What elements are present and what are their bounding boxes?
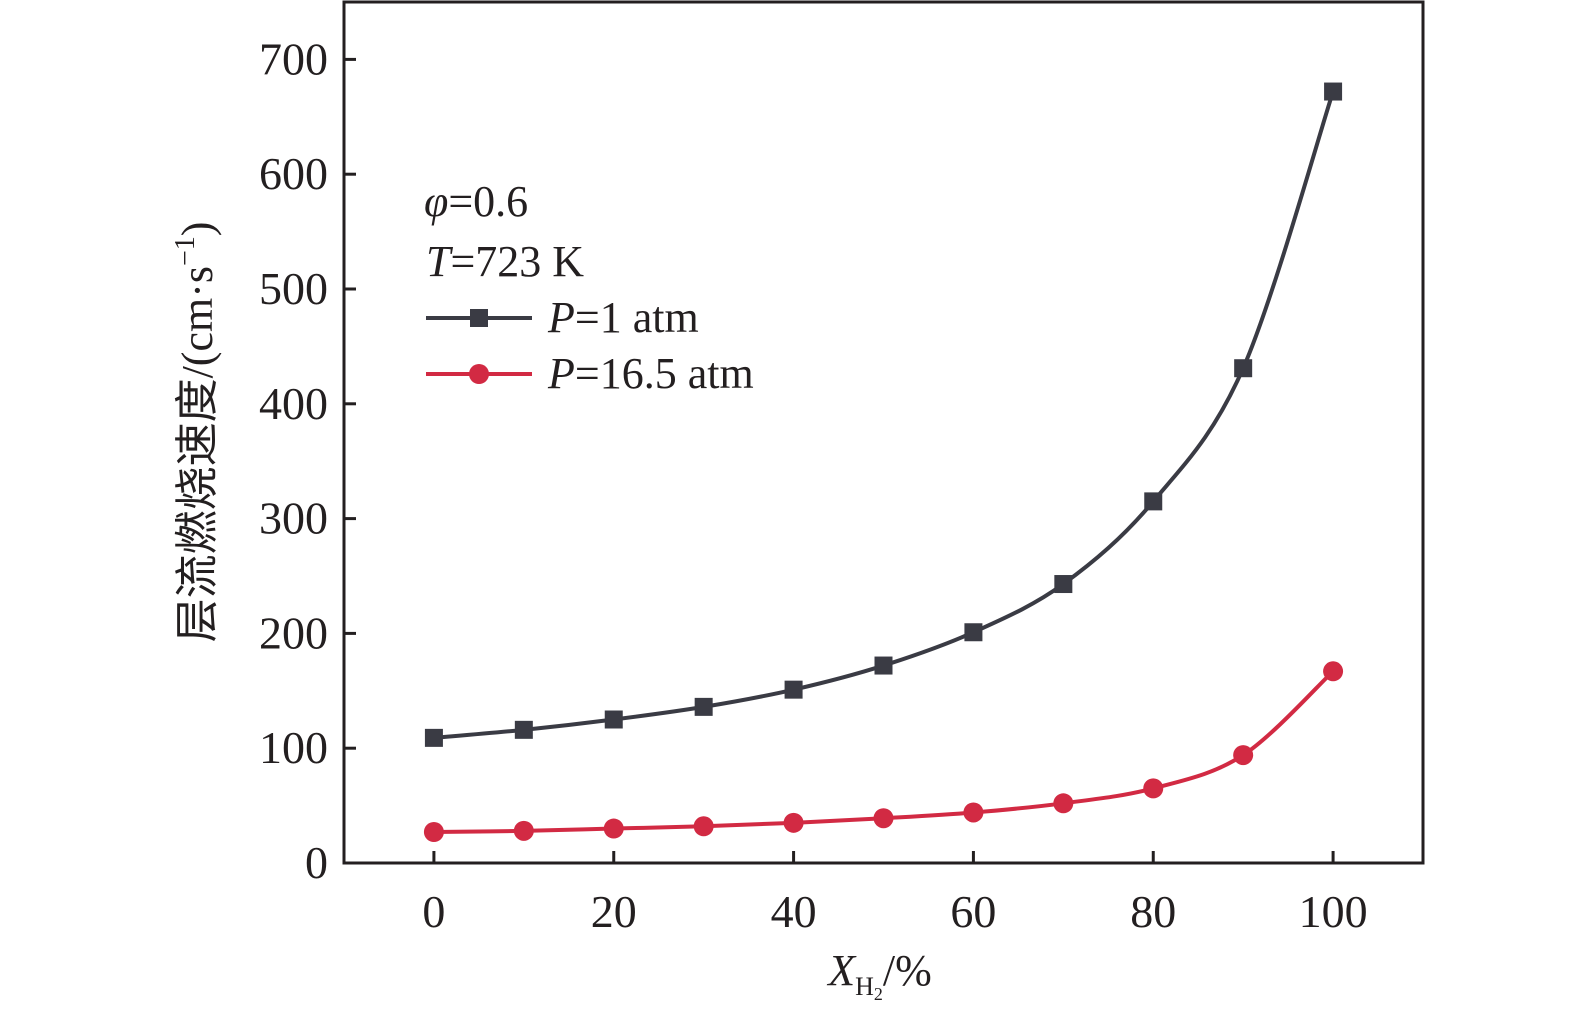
y-tick-label: 300 (259, 493, 328, 544)
series-2 (423, 661, 1344, 843)
y-tick-label: 200 (259, 607, 328, 658)
legend-marker-series-2 (469, 364, 489, 384)
x-axis-label-symbol: X (826, 946, 857, 995)
annotation-phi: φ=0.6 (424, 177, 528, 226)
x-tick-label: 0 (422, 886, 445, 937)
annotation-temperature: T=723 K (426, 237, 584, 286)
data-point (694, 697, 713, 716)
x-tick-label: 100 (1299, 886, 1368, 937)
annotation-phi-value: =0.6 (448, 177, 528, 226)
data-point (604, 710, 623, 729)
data-point (963, 802, 984, 823)
annotation-temperature-value: =723 K (450, 237, 584, 286)
data-point (964, 623, 983, 642)
data-point (1323, 661, 1344, 682)
data-point (1144, 492, 1163, 511)
data-point (1053, 793, 1074, 814)
series-1 (424, 82, 1343, 747)
y-tick-label: 0 (305, 837, 328, 888)
x-tick-label: 60 (950, 886, 996, 937)
data-point (783, 812, 804, 833)
series-layer (423, 82, 1344, 843)
y-axis-label-sup: −1 (170, 236, 201, 266)
series-1-line (433, 90, 1335, 740)
y-tick-label: 100 (259, 722, 328, 773)
legend-label-series-2-symbol: P (547, 349, 575, 398)
data-point (784, 680, 803, 699)
data-point (693, 816, 714, 837)
x-tick-label: 40 (771, 886, 817, 937)
x-axis-label-sub: H (855, 972, 874, 1001)
legend-label-series-1-symbol: P (547, 293, 575, 342)
series-2-line (433, 669, 1335, 835)
y-tick-label: 600 (259, 148, 328, 199)
x-axis-ticks: 0 20 40 60 80 100 (422, 851, 1368, 937)
legend: P=1 atm P=16.5 atm (426, 293, 754, 398)
data-point (1324, 82, 1343, 101)
y-axis-label-text: 层流燃烧速度/(cm·s (173, 266, 222, 642)
y-axis-label: 层流燃烧速度/(cm·s−1) (170, 222, 222, 643)
data-point (423, 822, 444, 843)
plot-frame (342, 0, 1425, 865)
data-point (1233, 745, 1254, 766)
x-tick-label: 80 (1130, 886, 1176, 937)
x-tick-label: 20 (591, 886, 637, 937)
legend-label-series-2: P=16.5 atm (547, 349, 754, 398)
annotation-phi-symbol: φ (424, 177, 448, 226)
legend-label-series-1-value: =1 atm (575, 293, 699, 342)
y-tick-label: 400 (259, 378, 328, 429)
data-point (603, 818, 624, 839)
legend-label-series-2-value: =16.5 atm (575, 349, 754, 398)
data-point (1234, 359, 1253, 378)
y-axis-ticks: 0 100 200 300 400 500 600 700 (259, 33, 356, 888)
x-axis-label-unit: /% (883, 946, 932, 995)
x-axis-label: XH2/% (826, 946, 932, 1004)
x-axis-label-subsub: 2 (874, 984, 883, 1004)
data-point (1054, 575, 1073, 594)
legend-marker-series-1 (470, 309, 488, 327)
data-point (1143, 778, 1164, 799)
annotation-temperature-symbol: T (426, 237, 454, 286)
y-tick-label: 700 (259, 33, 328, 84)
data-point (514, 720, 533, 739)
y-tick-label: 500 (259, 263, 328, 314)
y-axis-label-close: ) (173, 222, 222, 237)
legend-label-series-1: P=1 atm (547, 293, 699, 342)
data-point (874, 656, 893, 675)
data-point (873, 808, 894, 829)
data-point (424, 728, 443, 747)
data-point (513, 820, 534, 841)
